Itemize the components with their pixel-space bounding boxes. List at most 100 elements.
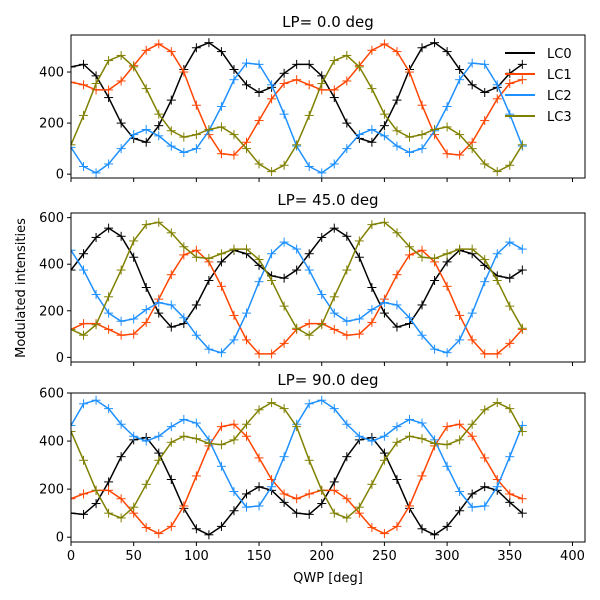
data-point	[342, 76, 352, 86]
data-point	[242, 308, 252, 318]
data-point	[104, 223, 114, 233]
y-ticks: 0 200 400 600	[39, 387, 71, 546]
data-point	[442, 249, 452, 259]
data-point	[229, 419, 239, 429]
data-point	[442, 461, 452, 471]
data-point	[505, 160, 515, 170]
data-point	[304, 455, 314, 465]
data-point	[254, 482, 264, 492]
data-point	[505, 404, 515, 414]
data-point	[141, 317, 151, 327]
data-point	[329, 508, 339, 518]
data-point	[417, 252, 427, 262]
data-point	[505, 273, 515, 283]
data-point	[91, 289, 101, 299]
data-point	[480, 482, 490, 492]
data-point	[455, 435, 465, 445]
legend-label-lc0: LC0	[547, 47, 572, 62]
data-point	[104, 159, 114, 169]
legend-entry-lc0: LC0	[505, 47, 572, 62]
data-point	[430, 253, 440, 263]
data-point	[329, 485, 339, 495]
panel-lp-0: LP= 0.0 deg 0 200 400 LC0 LC1 LC2 LC3	[39, 13, 586, 183]
data-point	[455, 150, 465, 160]
data-point	[492, 276, 502, 286]
data-point	[254, 501, 264, 511]
series-lc2	[71, 237, 527, 358]
y-tick-label: 400	[39, 258, 64, 273]
data-point	[71, 62, 76, 72]
data-point	[166, 228, 176, 238]
axes-frame	[70, 392, 586, 543]
data-point	[116, 265, 126, 275]
data-point	[379, 39, 389, 49]
data-point	[91, 320, 101, 330]
data-point	[71, 140, 76, 150]
data-point	[104, 324, 114, 334]
panel-title: LP= 90.0 deg	[277, 371, 378, 389]
data-point	[329, 477, 339, 487]
data-point	[467, 58, 477, 68]
data-point	[329, 308, 339, 318]
data-point	[141, 479, 151, 489]
data-point	[317, 79, 327, 89]
data-point	[329, 292, 339, 302]
data-point	[91, 71, 101, 81]
data-point	[292, 494, 302, 504]
data-point	[492, 249, 502, 259]
data-point	[304, 80, 314, 90]
data-point	[367, 283, 377, 292]
data-point	[379, 131, 389, 141]
data-point	[442, 422, 452, 432]
y-tick-label: 200	[39, 304, 64, 319]
data-point	[517, 59, 527, 69]
data-point	[329, 93, 339, 103]
data-point	[279, 68, 289, 78]
data-point	[166, 300, 176, 310]
data-point	[517, 75, 527, 85]
data-point	[204, 344, 214, 354]
legend-label-lc3: LC3	[547, 110, 572, 125]
data-point	[467, 502, 477, 512]
y-tick-label: 400	[39, 66, 64, 81]
data-point	[379, 431, 389, 441]
data-point	[404, 132, 414, 142]
data-point	[254, 116, 264, 126]
data-point	[71, 324, 76, 334]
data-point	[71, 245, 76, 255]
data-point	[379, 217, 389, 227]
data-point	[229, 335, 239, 345]
axes-frame	[70, 34, 586, 179]
data-point	[229, 244, 239, 254]
x-ticks	[70, 362, 573, 366]
data-point	[179, 132, 189, 142]
data-point	[442, 521, 452, 531]
data-point	[392, 322, 402, 332]
data-point	[166, 126, 176, 136]
data-point	[267, 167, 277, 177]
data-point	[216, 461, 226, 471]
data-point	[455, 310, 465, 320]
data-point	[254, 159, 264, 169]
data-point	[279, 497, 289, 507]
data-point	[404, 501, 414, 511]
data-point	[467, 144, 477, 154]
data-point	[480, 277, 490, 287]
data-point	[480, 159, 490, 169]
x-tick-label: 400	[560, 549, 585, 564]
data-point	[430, 38, 440, 48]
data-point	[129, 130, 139, 140]
data-point	[71, 494, 76, 504]
data-point	[267, 398, 277, 408]
data-point	[279, 160, 289, 170]
data-point	[71, 508, 76, 518]
data-point	[141, 436, 151, 446]
data-point	[79, 249, 89, 259]
panel-title: LP= 45.0 deg	[277, 191, 378, 209]
legend-entry-lc2: LC2	[505, 89, 572, 104]
data-point	[392, 475, 402, 485]
data-point	[455, 64, 465, 74]
data-point	[354, 130, 364, 140]
data-point	[317, 499, 327, 509]
